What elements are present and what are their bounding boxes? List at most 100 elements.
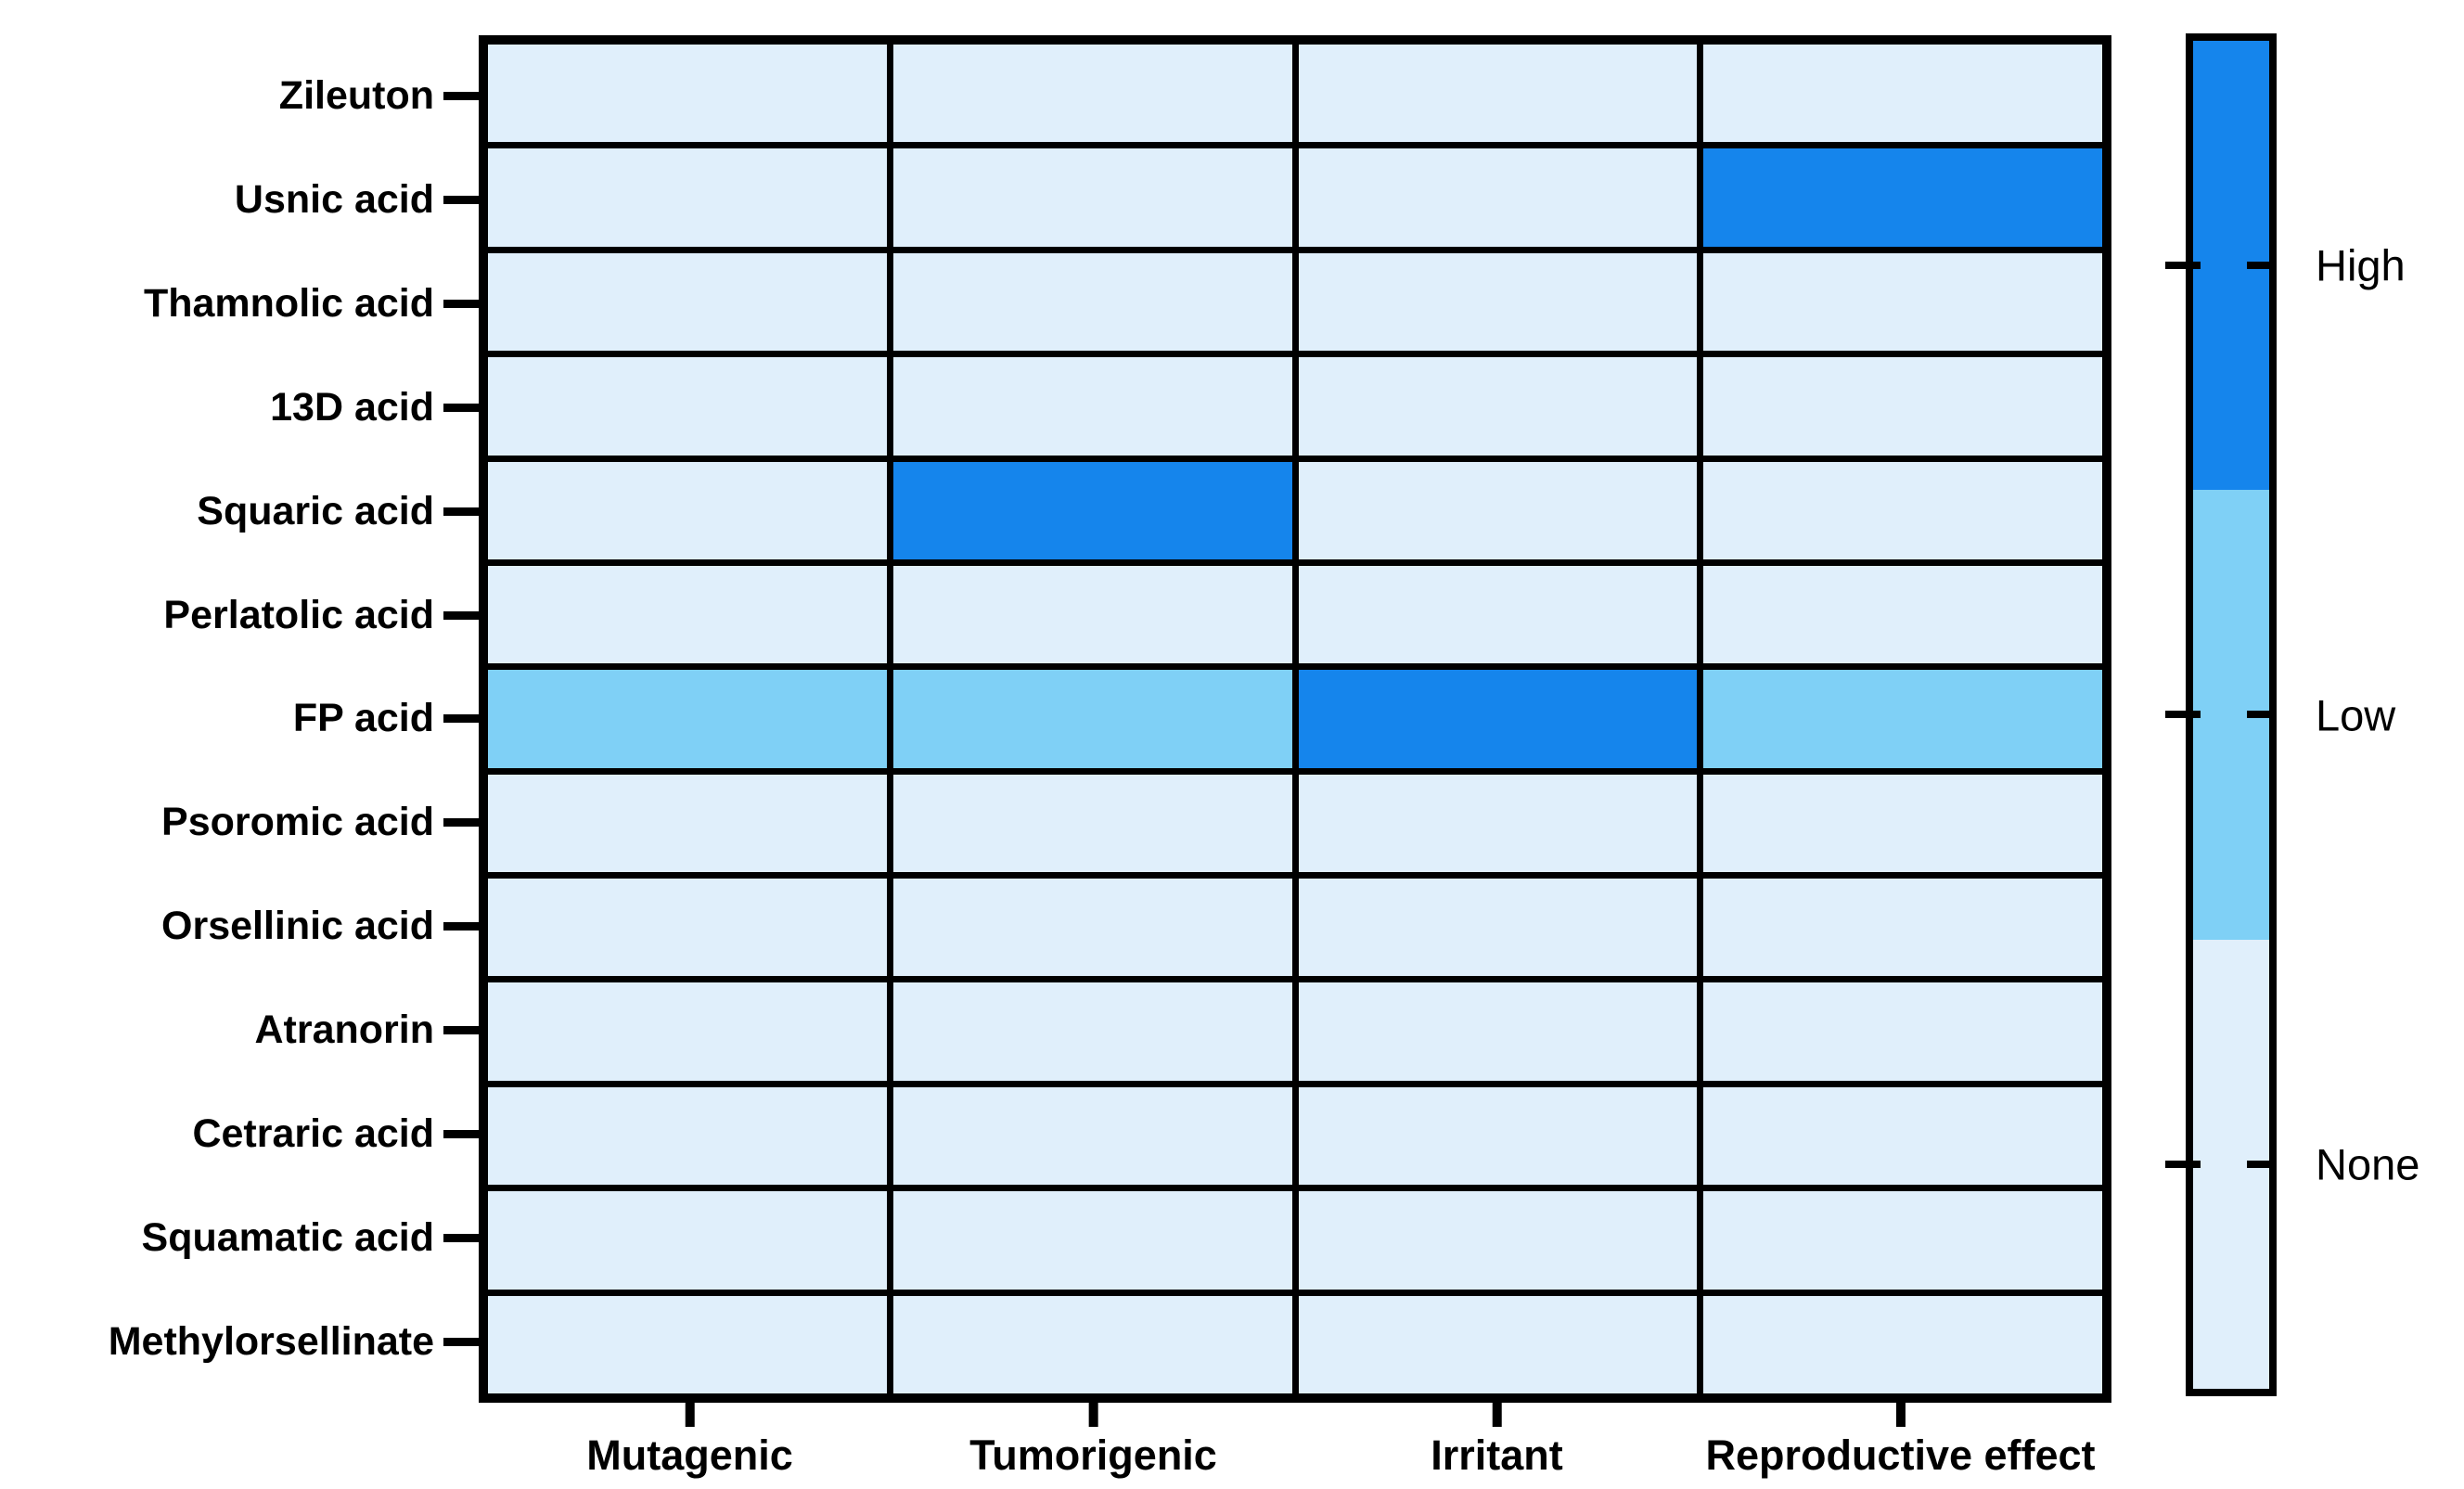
x-axis-tick xyxy=(1088,1403,1098,1427)
heatmap-cell-squamatic-acid-reproductive-effect xyxy=(1703,1191,2102,1290)
heatmap-cell-perlatolic-acid-tumorigenic xyxy=(892,565,1292,664)
heatmap-cell-perlatolic-acid-mutagenic xyxy=(488,565,887,664)
row-label-line-fp-acid: FP acid xyxy=(0,667,479,771)
row-label-line-usnic-acid: Usnic acid xyxy=(0,148,479,252)
row-label-zileuton: Zileuton xyxy=(278,73,434,119)
column-label-tumorigenic: Tumorigenic xyxy=(969,1431,1217,1479)
row-label-atranorin: Atranorin xyxy=(254,1008,435,1053)
heatmap-cell-psoromic-acid-reproductive-effect xyxy=(1703,774,2102,873)
heatmap-cell-zileuton-mutagenic xyxy=(488,45,887,143)
row-label-line-zileuton: Zileuton xyxy=(0,45,479,148)
row-label-line-atranorin: Atranorin xyxy=(0,979,479,1083)
heatmap-cell-fp-acid-tumorigenic xyxy=(892,670,1292,768)
row-label-psoromic-acid: Psoromic acid xyxy=(161,800,434,845)
row-label-line-perlatolic-acid: Perlatolic acid xyxy=(0,563,479,667)
heatmap-cell-fp-acid-irritant xyxy=(1298,670,1698,768)
heatmap-cell-13d-acid-mutagenic xyxy=(488,357,887,456)
column-label-mutagenic: Mutagenic xyxy=(586,1431,793,1479)
heatmap-cell-methylorsellinate-reproductive-effect xyxy=(1703,1295,2102,1393)
heatmap-cell-orsellinic-acid-reproductive-effect xyxy=(1703,879,2102,977)
heatmap-cell-squamatic-acid-irritant xyxy=(1298,1191,1698,1290)
y-axis-tick xyxy=(443,1129,479,1138)
colorbar-segment-high xyxy=(2165,41,2277,491)
heatmap-cell-zileuton-irritant xyxy=(1298,45,1698,143)
y-axis-tick xyxy=(443,1337,479,1346)
heatmap-cell-atranorin-tumorigenic xyxy=(892,982,1292,1081)
row-label-line-orsellinic-acid: Orsellinic acid xyxy=(0,875,479,979)
column-label-reproductive-effect: Reproductive effect xyxy=(1705,1431,2096,1479)
y-axis-tick xyxy=(443,714,479,724)
heatmap-cell-orsellinic-acid-irritant xyxy=(1298,879,1698,977)
row-label-cetraric-acid: Cetraric acid xyxy=(192,1110,434,1156)
x-axis-tick xyxy=(1895,1403,1906,1427)
heatmap-cell-orsellinic-acid-tumorigenic xyxy=(892,879,1292,977)
colorbar-tick-right xyxy=(2247,711,2277,719)
row-label-squaric-acid: Squaric acid xyxy=(197,488,434,533)
heatmap-cell-squaric-acid-tumorigenic xyxy=(892,461,1292,559)
colorbar-label-none: None xyxy=(2316,1139,2420,1189)
heatmap-cell-psoromic-acid-irritant xyxy=(1298,774,1698,873)
heatmap-cell-cetraric-acid-irritant xyxy=(1298,1086,1698,1186)
heatmap-cell-usnic-acid-irritant xyxy=(1298,148,1698,247)
row-label-line-squamatic-acid: Squamatic acid xyxy=(0,1186,479,1290)
y-axis-tick xyxy=(443,196,479,205)
heatmap-cell-cetraric-acid-reproductive-effect xyxy=(1703,1086,2102,1186)
colorbar-label-high: High xyxy=(2316,240,2406,290)
row-label-usnic-acid: Usnic acid xyxy=(234,177,434,223)
column-label-group-irritant: Irritant xyxy=(1431,1403,1563,1480)
row-label-squamatic-acid: Squamatic acid xyxy=(141,1214,434,1260)
row-label-fp-acid: FP acid xyxy=(292,696,434,741)
heatmap-cell-usnic-acid-tumorigenic xyxy=(892,148,1292,247)
colorbar-label-low: Low xyxy=(2316,690,2396,739)
heatmap-cell-methylorsellinate-irritant xyxy=(1298,1295,1698,1393)
y-axis-tick xyxy=(443,610,479,620)
y-axis-tick xyxy=(443,403,479,412)
column-label-group-mutagenic: Mutagenic xyxy=(586,1403,793,1480)
heatmap-cell-atranorin-irritant xyxy=(1298,982,1698,1081)
heatmap-cell-13d-acid-reproductive-effect xyxy=(1703,357,2102,456)
colorbar xyxy=(2165,33,2277,1396)
x-axis-labels: Mutagenic Tumorigenic Irritant Reproductive… xyxy=(488,1403,2102,1489)
colorbar-tick-left xyxy=(2165,262,2201,270)
column-label-irritant: Irritant xyxy=(1431,1431,1563,1479)
colorbar-segment-none xyxy=(2165,939,2277,1389)
heatmap-cell-cetraric-acid-mutagenic xyxy=(488,1086,887,1186)
heatmap-cell-atranorin-reproductive-effect xyxy=(1703,982,2102,1081)
heatmap-cell-zileuton-tumorigenic xyxy=(892,45,1292,143)
heatmap-cell-thamnolic-acid-irritant xyxy=(1298,252,1698,352)
heatmap-cell-psoromic-acid-mutagenic xyxy=(488,774,887,873)
y-axis-tick xyxy=(443,1233,479,1242)
heatmap-cell-usnic-acid-mutagenic xyxy=(488,148,887,247)
y-axis-tick xyxy=(443,507,479,516)
heatmap-cell-perlatolic-acid-reproductive-effect xyxy=(1703,565,2102,664)
heatmap-cell-zileuton-reproductive-effect xyxy=(1703,45,2102,143)
column-label-group-reproductive-effect: Reproductive effect xyxy=(1705,1403,2096,1480)
heatmap-cell-thamnolic-acid-mutagenic xyxy=(488,252,887,352)
heatmap-cell-atranorin-mutagenic xyxy=(488,982,887,1081)
heatmap-grid xyxy=(479,35,2111,1403)
heatmap-cell-cetraric-acid-tumorigenic xyxy=(892,1086,1292,1186)
y-axis-labels: Zileuton Usnic acid Thamnolic acid 13D acid… xyxy=(0,45,479,1393)
row-label-thamnolic-acid: Thamnolic acid xyxy=(143,281,434,327)
heatmap-cell-thamnolic-acid-reproductive-effect xyxy=(1703,252,2102,352)
heatmap-cell-fp-acid-mutagenic xyxy=(488,670,887,768)
colorbar-tick-left xyxy=(2165,1160,2201,1168)
heatmap-cell-thamnolic-acid-tumorigenic xyxy=(892,252,1292,352)
row-label-orsellinic-acid: Orsellinic acid xyxy=(161,904,434,949)
row-label-line-methylorsellinate: Methylorsellinate xyxy=(0,1290,479,1393)
heatmap-cell-usnic-acid-reproductive-effect xyxy=(1703,148,2102,247)
column-label-group-tumorigenic: Tumorigenic xyxy=(969,1403,1217,1480)
heatmap-cell-fp-acid-reproductive-effect xyxy=(1703,670,2102,768)
heatmap-cell-perlatolic-acid-irritant xyxy=(1298,565,1698,664)
heatmap-cell-methylorsellinate-tumorigenic xyxy=(892,1295,1292,1393)
row-label-line-13d-acid: 13D acid xyxy=(0,356,479,460)
heatmap-cell-squaric-acid-irritant xyxy=(1298,461,1698,559)
row-label-line-psoromic-acid: Psoromic acid xyxy=(0,771,479,875)
heatmap-cell-13d-acid-irritant xyxy=(1298,357,1698,456)
heatmap-cell-squaric-acid-mutagenic xyxy=(488,461,887,559)
row-label-methylorsellinate: Methylorsellinate xyxy=(108,1318,434,1364)
x-axis-tick xyxy=(1492,1403,1502,1427)
heatmap-cell-squaric-acid-reproductive-effect xyxy=(1703,461,2102,559)
y-axis-tick xyxy=(443,92,479,101)
